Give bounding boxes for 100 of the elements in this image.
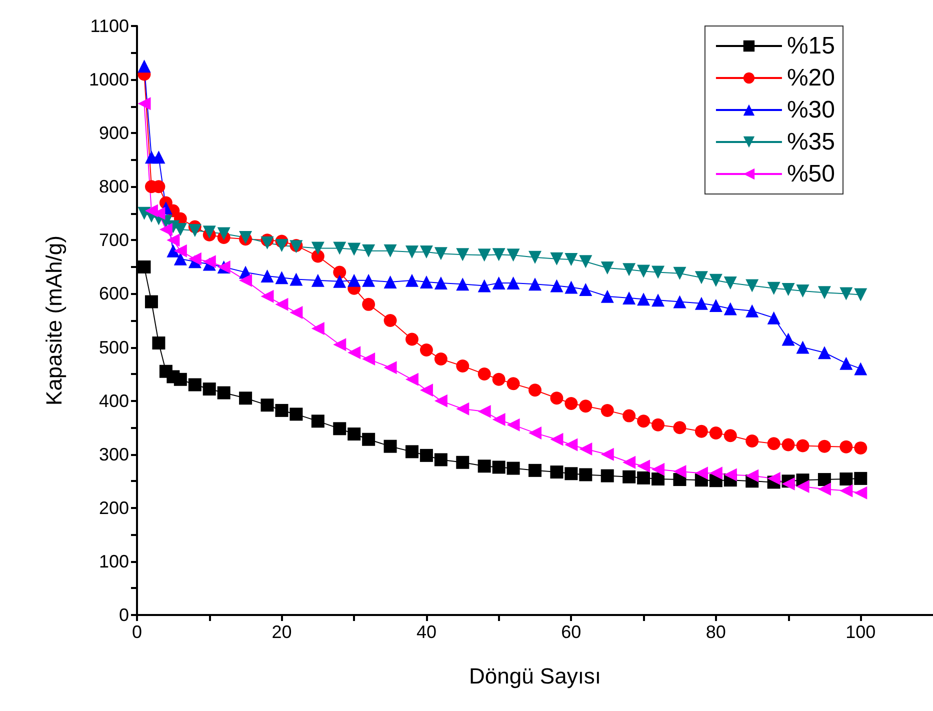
point	[405, 245, 418, 258]
point	[202, 226, 216, 239]
point	[840, 484, 853, 498]
point	[152, 150, 166, 164]
point	[420, 275, 433, 288]
point	[506, 418, 520, 432]
point	[579, 442, 592, 456]
point	[652, 462, 665, 476]
point	[311, 250, 324, 263]
point	[239, 392, 252, 405]
point	[782, 282, 795, 296]
point	[348, 242, 361, 256]
point	[854, 486, 868, 500]
point	[600, 469, 614, 482]
point	[384, 361, 397, 374]
point	[637, 264, 650, 278]
point	[362, 432, 376, 446]
point	[528, 384, 542, 397]
point	[694, 466, 708, 480]
point	[854, 362, 868, 376]
point	[579, 468, 592, 482]
point	[506, 276, 520, 290]
point	[405, 274, 418, 287]
y-tick-label: 1100	[90, 16, 129, 36]
point	[202, 382, 216, 396]
point	[420, 448, 433, 462]
point	[550, 252, 564, 266]
point	[275, 298, 288, 311]
point	[138, 60, 151, 73]
point	[709, 274, 722, 287]
point	[746, 279, 759, 292]
point	[260, 290, 274, 303]
y-tick-label: 400	[98, 390, 129, 411]
point	[637, 471, 650, 484]
point	[362, 298, 376, 311]
point	[579, 282, 592, 296]
point	[579, 400, 592, 413]
point	[622, 409, 636, 422]
point	[492, 372, 506, 386]
point	[456, 456, 470, 469]
y-tick-label: 100	[98, 551, 129, 572]
point	[506, 462, 520, 475]
y-tick-label: 1000	[88, 70, 129, 90]
point	[384, 440, 397, 453]
point	[478, 248, 491, 262]
point	[818, 482, 831, 496]
point	[333, 422, 346, 436]
point	[854, 472, 868, 485]
x-tick-label: 80	[706, 622, 726, 642]
point	[333, 242, 346, 255]
point	[652, 294, 665, 307]
point	[174, 252, 187, 266]
legend-label: %35	[786, 128, 836, 156]
point	[854, 288, 868, 302]
point	[840, 440, 853, 454]
point	[492, 460, 506, 474]
point	[456, 278, 470, 291]
point	[767, 282, 780, 295]
point	[840, 472, 853, 486]
point	[188, 378, 202, 392]
point	[311, 414, 324, 428]
point	[290, 408, 303, 421]
point	[782, 438, 795, 452]
point	[333, 338, 346, 352]
point	[767, 472, 780, 485]
x-tick-label: 40	[416, 622, 436, 642]
point	[384, 314, 397, 327]
point	[600, 404, 614, 417]
point	[746, 434, 759, 448]
point	[420, 384, 433, 397]
point	[311, 242, 324, 255]
y-tick-label: 200	[98, 498, 129, 518]
point	[290, 306, 303, 319]
point	[174, 244, 187, 258]
point	[311, 274, 324, 287]
y-tick-label: 600	[98, 284, 129, 304]
x-axis-title: Döngü Sayısı	[468, 664, 602, 688]
point	[405, 372, 418, 386]
point	[434, 352, 448, 366]
point	[709, 426, 722, 440]
point	[564, 252, 578, 266]
point	[564, 438, 578, 452]
point	[138, 260, 151, 274]
legend-label: %30	[786, 96, 836, 124]
point	[362, 352, 376, 366]
point	[528, 426, 542, 440]
point	[767, 437, 780, 450]
point	[348, 428, 361, 441]
point	[724, 302, 737, 316]
y-tick-label: 700	[98, 230, 129, 250]
legend-label: %50	[786, 160, 836, 188]
point	[478, 279, 491, 292]
point	[709, 466, 722, 480]
point	[550, 432, 564, 446]
y-tick-label: 900	[98, 123, 129, 144]
point	[694, 296, 708, 310]
point	[637, 460, 650, 473]
point	[492, 413, 506, 426]
point	[434, 394, 448, 408]
point	[796, 340, 810, 354]
